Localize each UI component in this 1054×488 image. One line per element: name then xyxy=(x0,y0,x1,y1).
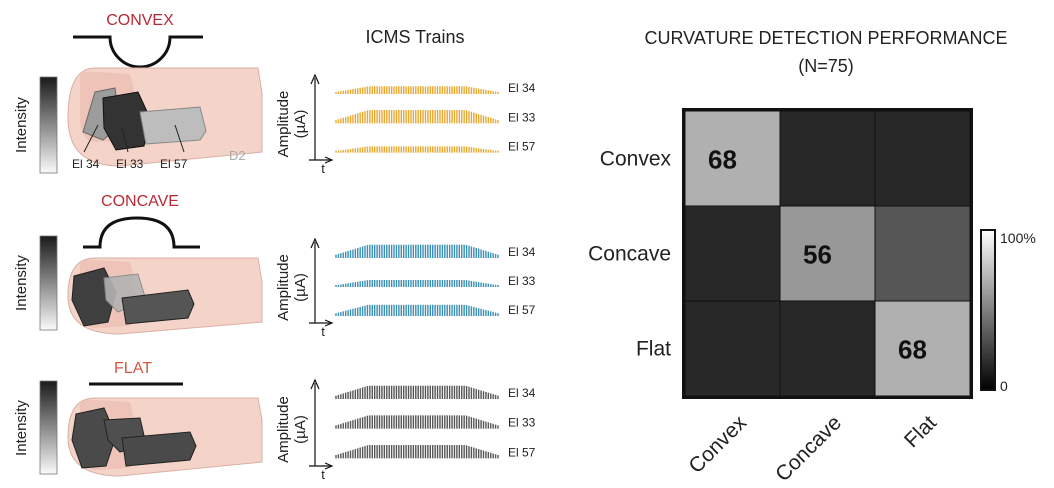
train-electrode-label: El 33 xyxy=(508,110,536,124)
train-electrode-label: El 57 xyxy=(508,303,536,317)
electrode-field-57 xyxy=(139,106,207,145)
electrode-pointer-33 xyxy=(121,127,129,153)
amplitude-label: Amplitude xyxy=(275,91,292,158)
intensity-scale-bar xyxy=(39,76,58,174)
row-label: Concave xyxy=(588,243,671,266)
train-electrode-label: El 34 xyxy=(508,81,536,95)
icms-train: El 33 xyxy=(335,110,536,124)
stimulus-panel: CONVEX Intensity El 34 El 33 El 57 D2 CO… xyxy=(13,12,263,477)
heatmap-cell xyxy=(874,300,971,397)
train-electrode-label: El 34 xyxy=(508,245,536,259)
cell-value-label: 56 xyxy=(803,240,832,270)
heatmap-cell xyxy=(779,110,876,207)
condition-row-convex: CONVEX Intensity El 34 El 33 El 57 D2 xyxy=(13,12,263,174)
time-label: t xyxy=(321,324,325,339)
time-label: t xyxy=(321,161,325,176)
train-electrode-label: El 34 xyxy=(508,386,536,400)
heatmap-area: 68 56 68 Convex Concave Flat Convex Concave Flat xyxy=(588,108,973,486)
train-electrode-label: El 57 xyxy=(508,140,536,154)
condition-title-flat: FLAT xyxy=(114,360,152,377)
axis-arrowhead xyxy=(324,319,334,327)
intensity-scale-bar xyxy=(39,380,58,475)
electrode-label-33: El 33 xyxy=(116,157,144,171)
amplitude-unit-label: (µA) xyxy=(292,110,309,139)
electrode-pointer-34 xyxy=(83,124,99,153)
intensity-label: Intensity xyxy=(13,255,30,311)
amplitude-unit-label: (µA) xyxy=(292,415,309,444)
electrode-field-57 xyxy=(121,431,197,467)
heatmap-cell xyxy=(874,205,971,302)
icms-train: El 33 xyxy=(335,415,536,430)
cell-value-label: 68 xyxy=(708,145,737,175)
intensity-label: Intensity xyxy=(13,97,30,153)
electrode-field-57 xyxy=(121,289,195,325)
icms-train: El 34 xyxy=(335,385,536,400)
colorbar: 100% 0 xyxy=(980,229,1036,394)
icms-train: El 57 xyxy=(335,303,536,317)
heatmap-cell xyxy=(779,300,876,397)
electrode-label-34: El 34 xyxy=(72,157,100,171)
condition-row-flat: FLAT Intensity xyxy=(13,360,263,477)
electrode-field-33 xyxy=(102,91,151,151)
axis-arrowhead xyxy=(310,237,320,249)
condition-row-concave: CONCAVE Intensity xyxy=(13,193,263,335)
concave-surface-profile xyxy=(83,216,200,249)
convex-surface-profile xyxy=(73,35,203,69)
axis-arrowhead xyxy=(324,462,334,470)
heatmap-cell xyxy=(684,205,781,302)
cell-value-label: 68 xyxy=(898,335,927,365)
row-label: Flat xyxy=(636,338,671,361)
train-block-concave: t Amplitude (µA) El 34 El 33 El 57 xyxy=(275,237,536,339)
condition-title-concave: CONCAVE xyxy=(101,193,179,210)
heatmap-cell xyxy=(874,110,971,207)
time-label: t xyxy=(321,467,325,482)
train-electrode-label: El 33 xyxy=(508,416,536,430)
axis-arrowhead xyxy=(324,156,334,164)
train-electrode-label: El 33 xyxy=(508,274,536,288)
column-label: Convex xyxy=(684,411,751,478)
icms-train: El 33 xyxy=(335,274,536,288)
icms-train: El 34 xyxy=(335,244,536,259)
colorbar-min-label: 0 xyxy=(1000,378,1008,394)
trains-title: ICMS Trains xyxy=(365,27,464,47)
axis-arrowhead xyxy=(310,73,320,85)
axis-arrowhead xyxy=(310,378,320,390)
colorbar-max-label: 100% xyxy=(1000,230,1036,246)
confusion-matrix-panel: CURVATURE DETECTION PERFORMANCE (N=75) 6… xyxy=(588,28,1036,486)
electrode-pointer-57 xyxy=(174,124,185,153)
heatmap-cell xyxy=(684,300,781,397)
chart-title: CURVATURE DETECTION PERFORMANCE xyxy=(644,28,1007,48)
intensity-label: Intensity xyxy=(13,400,30,456)
colorbar-gradient xyxy=(980,229,996,391)
heatmap-cell xyxy=(779,205,876,302)
icms-train: El 57 xyxy=(335,445,536,459)
icms-train: El 57 xyxy=(335,140,536,154)
amplitude-label: Amplitude xyxy=(275,254,292,321)
column-label: Concave xyxy=(771,411,846,486)
electrode-label-57: El 57 xyxy=(160,157,188,171)
heatmap-cell xyxy=(684,110,781,207)
digit-label: D2 xyxy=(229,148,246,163)
train-block-flat: t Amplitude (µA) El 34 El 33 El 57 xyxy=(275,378,536,482)
column-label: Flat xyxy=(900,411,941,452)
icms-train: El 34 xyxy=(335,81,536,95)
chart-subtitle: (N=75) xyxy=(798,56,854,76)
row-label: Convex xyxy=(600,148,672,171)
intensity-scale-bar xyxy=(39,235,58,331)
condition-title-convex: CONVEX xyxy=(106,12,174,29)
train-block-convex: t Amplitude (µA) El 34 El 33 El 57 xyxy=(275,73,536,176)
amplitude-label: Amplitude xyxy=(275,396,292,463)
amplitude-unit-label: (µA) xyxy=(292,273,309,302)
train-electrode-label: El 57 xyxy=(508,445,536,459)
